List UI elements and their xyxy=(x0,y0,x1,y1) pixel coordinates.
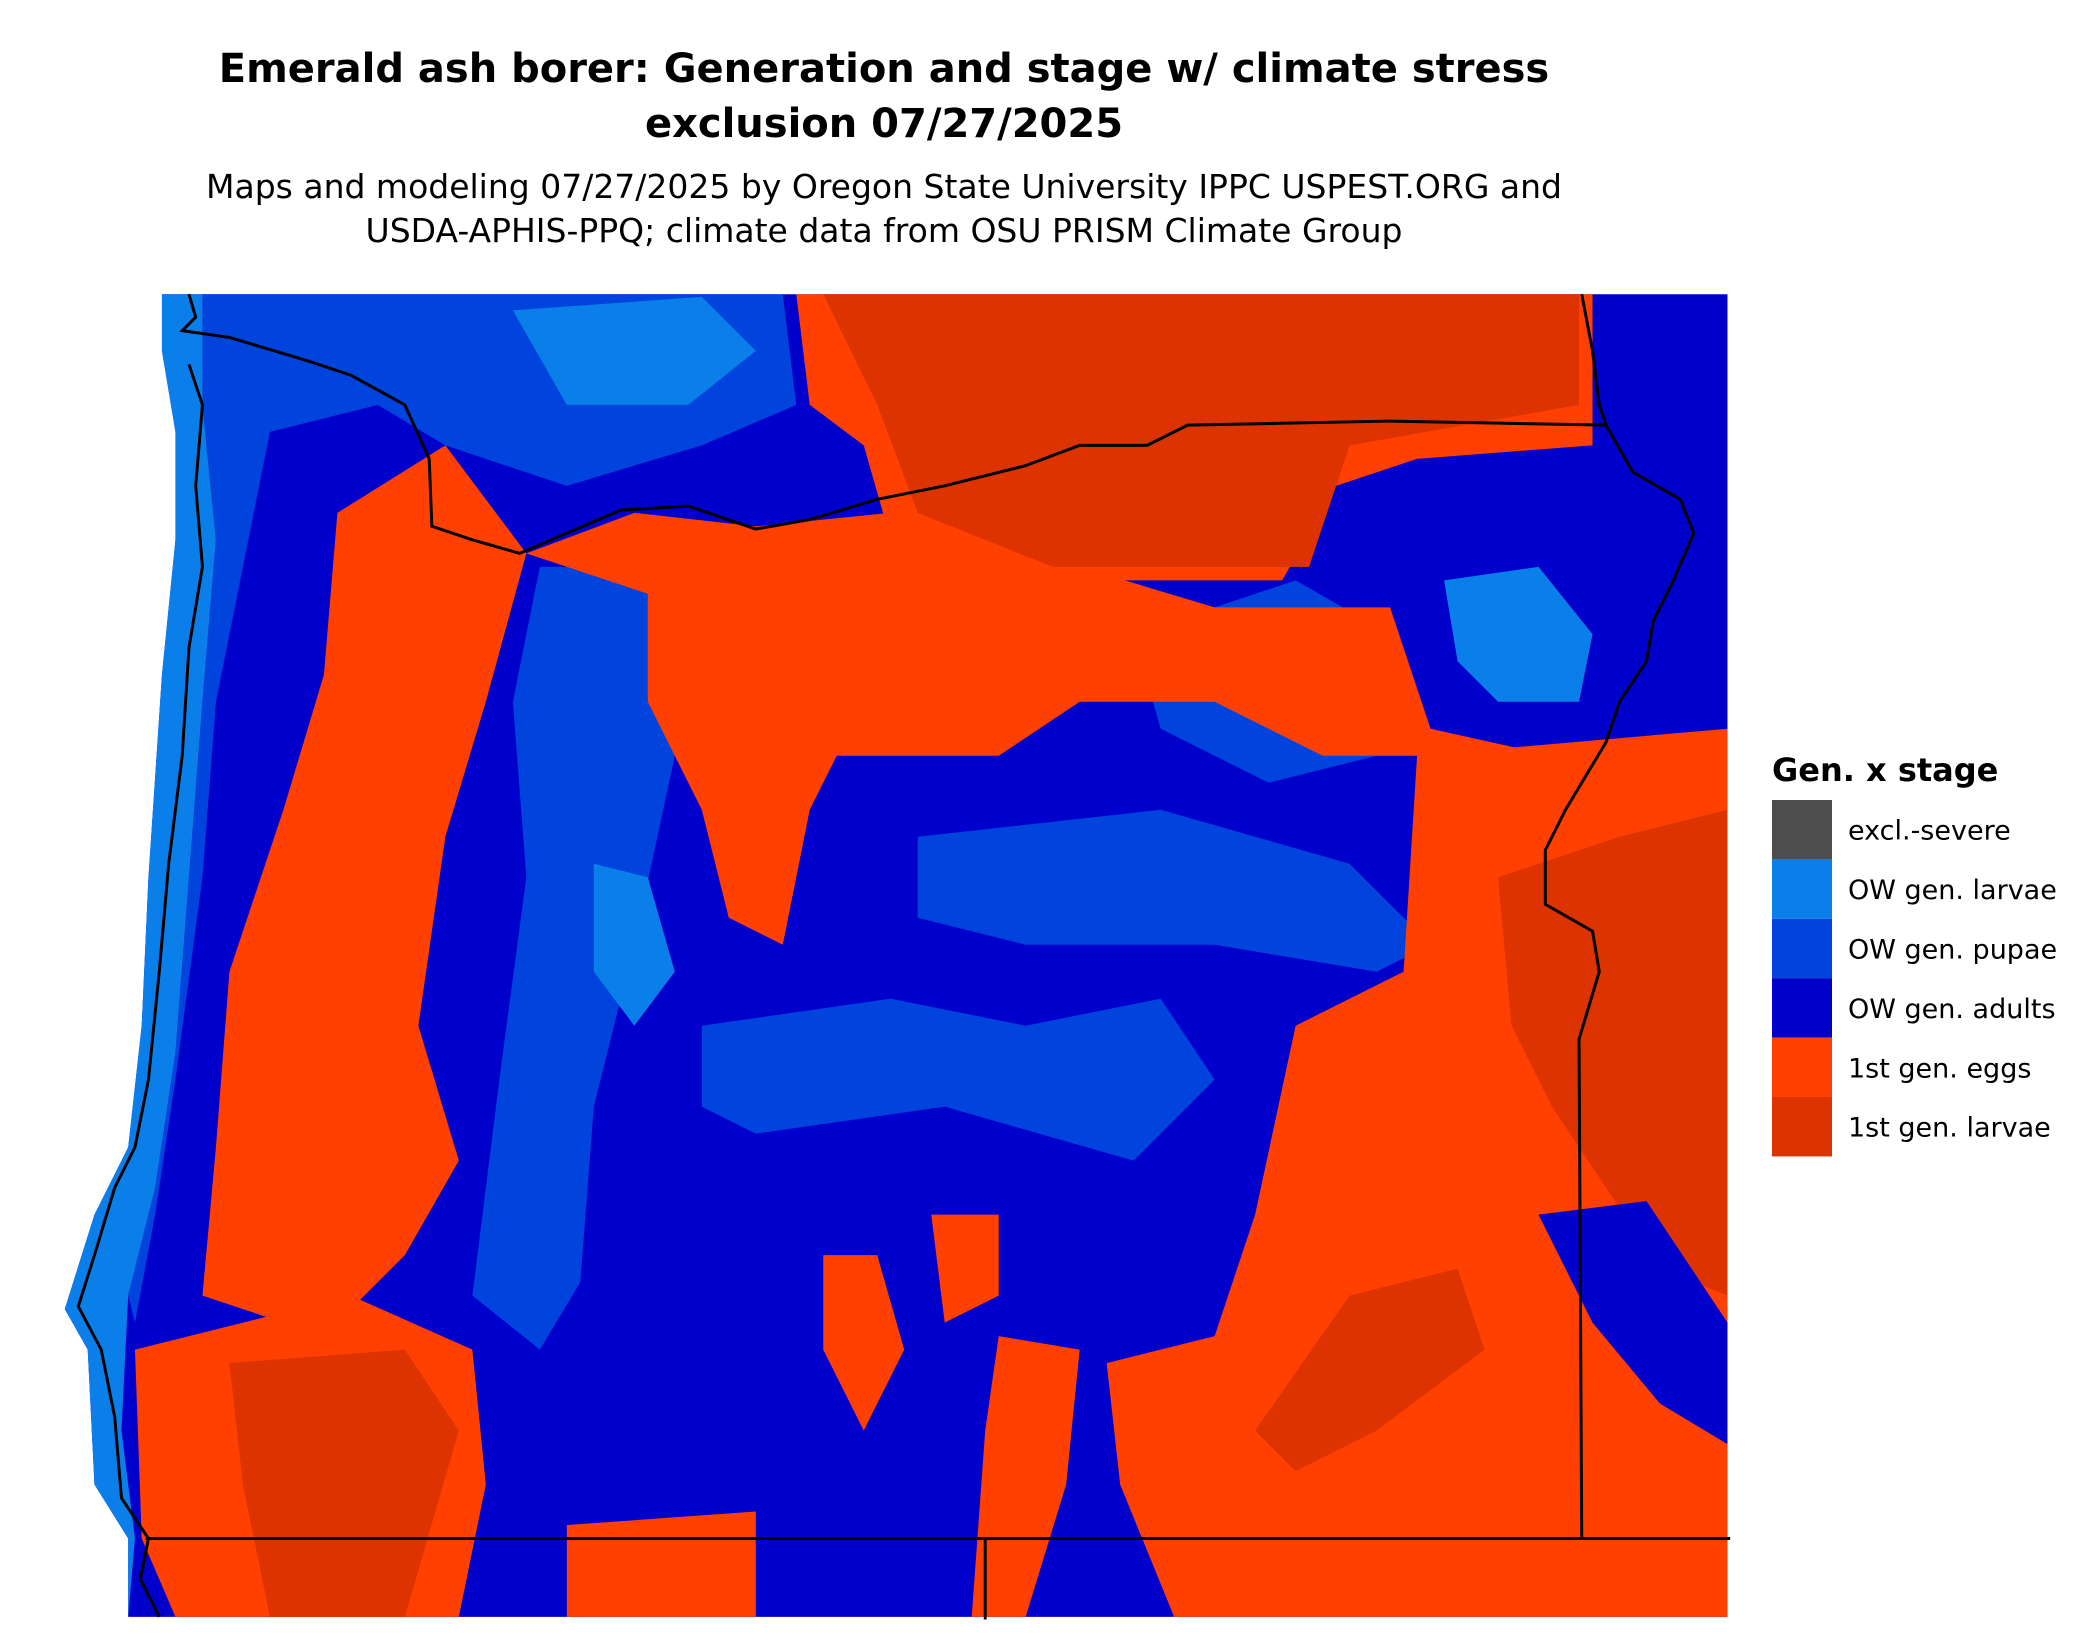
legend-swatch xyxy=(1772,918,1832,979)
region xyxy=(472,566,702,1350)
coastline xyxy=(76,363,204,1618)
region xyxy=(64,294,216,1617)
legend-label: OW gen. larvae xyxy=(1848,875,2057,906)
region xyxy=(566,1511,756,1617)
region xyxy=(823,294,1580,567)
region xyxy=(931,1214,999,1323)
region xyxy=(1444,566,1593,702)
region xyxy=(917,809,1431,972)
state-border xyxy=(1580,293,1608,426)
region xyxy=(971,1336,1080,1617)
legend-label: excl.-severe xyxy=(1848,816,2011,847)
state-border xyxy=(179,293,1696,1539)
legend: excl.-severe OW gen. larvae OW gen. pupae O… xyxy=(1772,800,2057,1157)
region xyxy=(128,294,797,1323)
legend-swatch xyxy=(1772,1097,1832,1157)
legend-swatch xyxy=(1772,859,1832,919)
legend-swatch xyxy=(1772,1037,1832,1097)
legend-label: OW gen. pupae xyxy=(1848,935,2057,966)
legend-swatch xyxy=(1772,978,1832,1038)
region xyxy=(202,445,527,1337)
subtitle-line: Maps and modeling 07/27/2025 by Oregon S… xyxy=(206,167,1562,206)
region xyxy=(1538,1201,1728,1445)
subtitle-line: USDA-APHIS-PPQ; climate data from OSU PR… xyxy=(366,211,1403,250)
region xyxy=(1498,809,1728,1296)
legend-label: 1st gen. eggs xyxy=(1848,1053,2031,1084)
region xyxy=(823,1255,905,1431)
region xyxy=(701,998,1215,1161)
region xyxy=(229,1349,459,1617)
region xyxy=(1255,1268,1485,1472)
legend-label: OW gen. adults xyxy=(1848,994,2056,1025)
title-line: exclusion 07/27/2025 xyxy=(645,101,1123,147)
legend-label: 1st gen. larvae xyxy=(1848,1113,2051,1144)
legend-swatch xyxy=(1772,800,1832,860)
legend-title: Gen. x stage xyxy=(1772,751,1998,789)
region xyxy=(593,863,675,1026)
title-line: Emerald ash borer: Generation and stage … xyxy=(219,46,1549,92)
map xyxy=(64,293,1731,1620)
region xyxy=(512,296,756,405)
